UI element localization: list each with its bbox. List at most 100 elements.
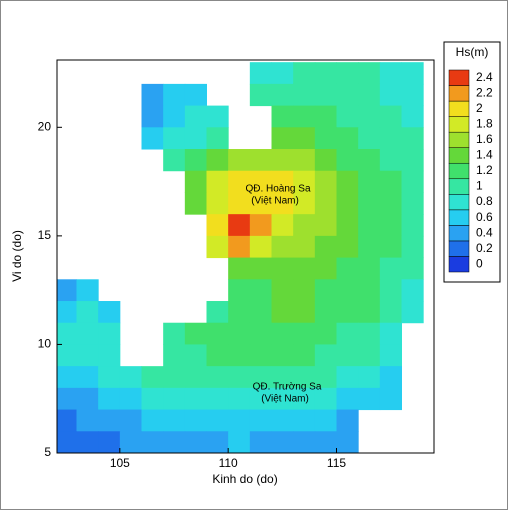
field-cell [401,192,424,215]
field-cell [293,170,316,193]
field-cell [314,366,337,389]
field-cell [271,257,294,280]
field-cell [358,387,381,411]
field-cell [249,322,272,345]
field-cell [271,83,294,107]
field-cell [206,170,229,193]
field-cell [401,301,424,324]
colorbar-swatch [448,225,470,242]
field-cell [401,62,424,85]
annotation: QĐ. Hoàng Sa [245,184,310,195]
field-cell [206,344,229,367]
field-cell [379,235,402,259]
field-cell [336,257,359,280]
field-cell [57,279,77,302]
field-cell [401,170,424,193]
field-cell [358,83,381,107]
field-cell [358,344,381,367]
field-cell [293,344,316,367]
field-cell [379,127,402,150]
field-cell [141,409,164,432]
field-cell [379,257,402,280]
field-cell [141,105,164,128]
colorbar-tick-label: 0.4 [476,225,493,239]
field-cell [98,387,121,411]
field-cell [336,344,359,367]
field-cell [271,235,294,259]
field-cell [379,62,402,85]
field-cell [76,366,99,389]
field-cell [163,127,186,150]
field-cell [358,214,381,237]
field-cell [358,62,381,85]
field-cell [271,387,294,411]
field-cell [314,301,337,324]
field-cell [76,387,99,411]
colorbar-tick-label: 0.2 [476,241,493,255]
field-cell [228,235,251,259]
field-cell [271,366,294,389]
field-cell [379,83,402,107]
field-cell [314,83,337,107]
colorbar-swatch [448,131,470,148]
field-cell [401,257,424,280]
field-cell [358,279,381,302]
field-cell [206,149,229,172]
colorbar-tick-label: 0.8 [476,194,493,208]
field-cell [98,322,121,345]
field-cell [98,409,121,432]
field-cell [76,431,99,454]
field-cell [57,322,77,345]
field-cell [293,366,316,389]
field-cell [314,257,337,280]
field-cell [401,214,424,237]
field-cell [163,387,186,411]
field-cell [358,149,381,172]
field-cell [184,387,207,411]
field-cell [271,279,294,302]
field-cell [336,431,359,454]
field-cell [379,301,402,324]
field-cell [228,214,251,237]
field-cell [98,431,121,454]
field-cell [293,192,316,215]
field-cell [271,62,294,85]
field-cell [401,83,424,107]
field-cell [141,83,164,107]
field-cell [293,279,316,302]
field-cell [76,279,99,302]
field-cell [379,192,402,215]
colorbar-swatch [448,162,470,180]
field-cell [271,192,294,215]
field-cell [314,149,337,172]
field-cell [184,366,207,389]
colorbar-tick-label: 1 [476,179,483,193]
field-cell [336,170,359,193]
field-cell [228,149,251,172]
field-cell [336,214,359,237]
colorbar-swatch [448,116,470,133]
field-cell [163,149,186,172]
field-cell [228,366,251,389]
field-cell [336,279,359,302]
field-cell [76,344,99,367]
colorbar-tick-label: 1.8 [476,117,493,131]
plot-frame [56,59,435,454]
field-cell [336,235,359,259]
field-cell [336,387,359,411]
field-cell [184,431,207,454]
colorbar-swatch [448,178,470,195]
y-axis-title: Vi do (do) [10,230,24,282]
field-cell [206,322,229,345]
field-cell [184,192,207,215]
field-cell [293,257,316,280]
field-cell [271,149,294,172]
field-cell [206,105,229,128]
field-cell [293,431,316,454]
field-cell [163,366,186,389]
field-cell [249,235,272,259]
field-cell [249,149,272,172]
field-cell [314,192,337,215]
field-cell [184,170,207,193]
